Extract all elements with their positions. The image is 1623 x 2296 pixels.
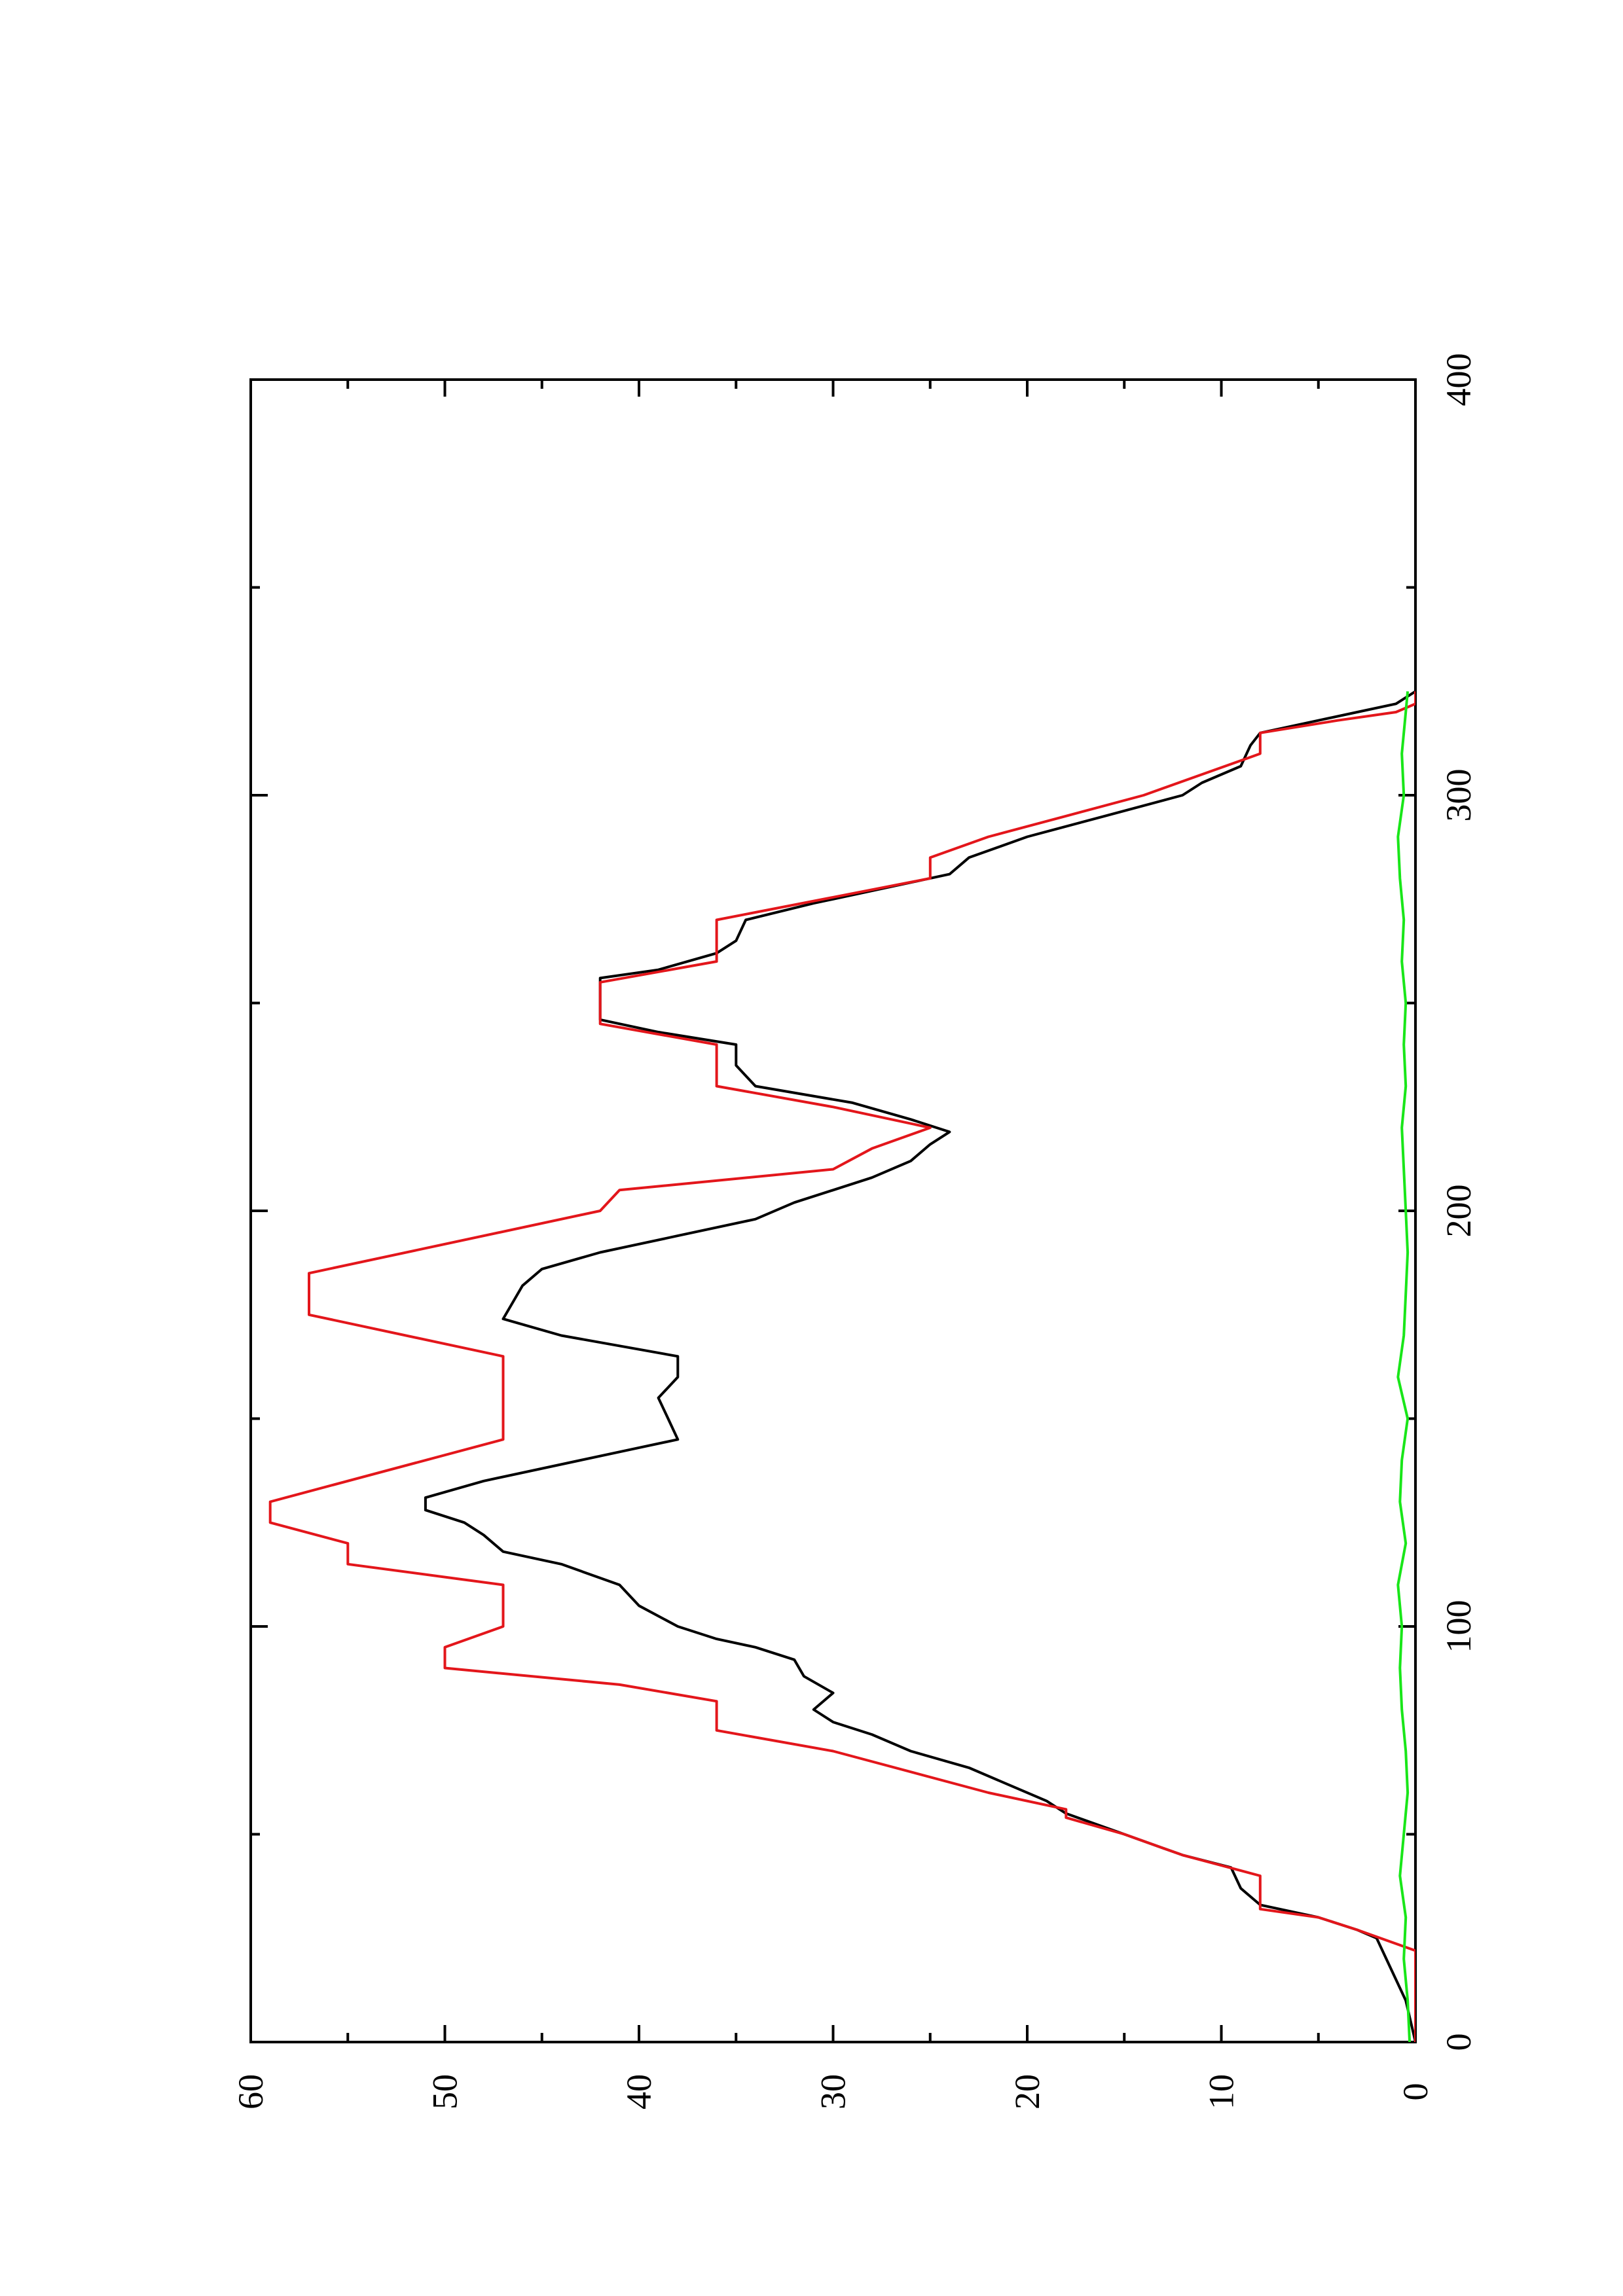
chart-root: 0 100 200 300 400 0 10 20 30 40 50 60 <box>231 353 1478 2110</box>
y-tick-label: 10 <box>1202 2074 1241 2109</box>
y-tick-label: 40 <box>619 2074 659 2109</box>
x-tick-label: 300 <box>1439 769 1478 822</box>
series-black-line <box>424 690 1415 2042</box>
series-green-line <box>1396 691 1412 2042</box>
y-tick-label: 30 <box>814 2074 853 2109</box>
x-tick-label: 0 <box>1439 2034 1478 2051</box>
x-tick-label: 100 <box>1439 1600 1478 1653</box>
plot-frame <box>249 378 1417 2043</box>
series-red-line <box>268 691 1415 2042</box>
x-tick-label: 200 <box>1439 1185 1478 1238</box>
y-tick-label: 0 <box>1396 2083 1435 2101</box>
y-tick-label: 50 <box>426 2074 465 2109</box>
y-tick-label: 60 <box>231 2074 270 2109</box>
y-tick-label: 20 <box>1008 2074 1047 2109</box>
x-tick-label: 400 <box>1439 353 1478 406</box>
